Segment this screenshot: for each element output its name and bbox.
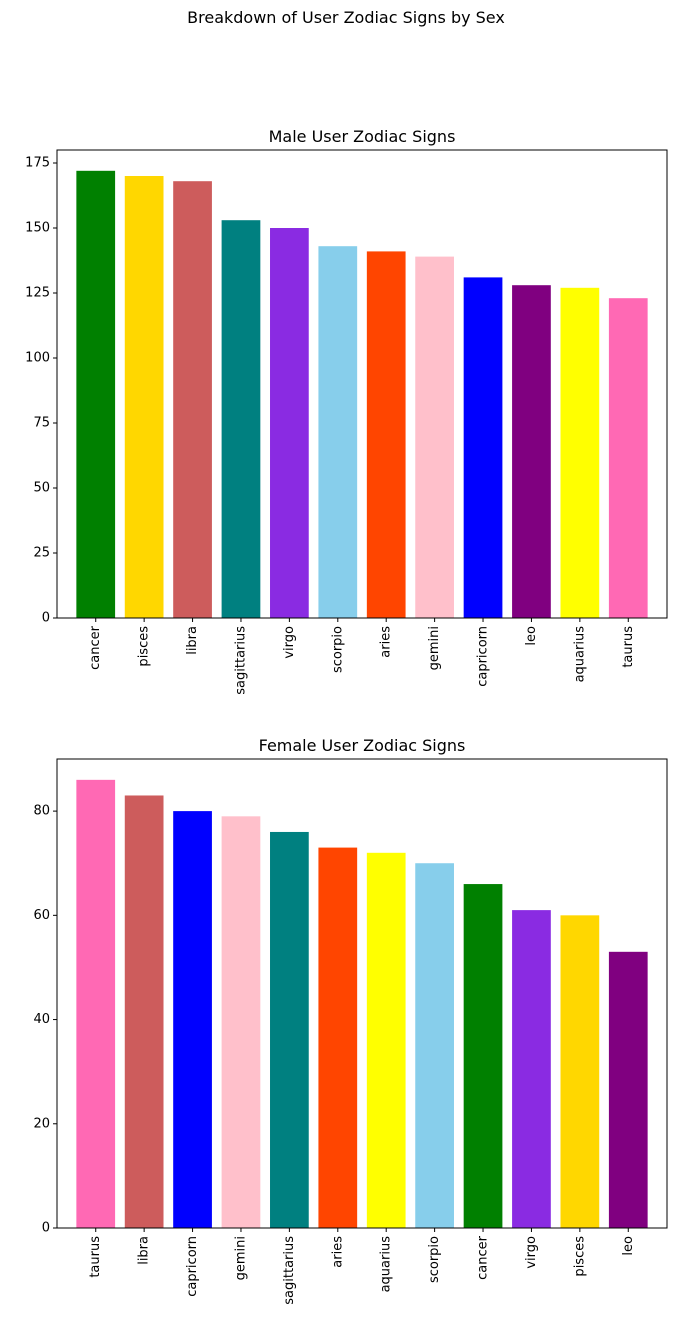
male-x-tick-label: capricorn [476, 626, 491, 687]
female-bar-aries [318, 847, 358, 1228]
male-zodiac-chart: Male User Zodiac Signs cancer pisces libra s… [25, 127, 668, 695]
female-x-tick-label: libra [137, 1236, 152, 1265]
female-y-tick-label: 40 [33, 1012, 50, 1027]
male-y-tick-label: 175 [25, 156, 50, 171]
female-bar-scorpio [415, 863, 454, 1228]
male-x-tick-label: taurus [621, 626, 636, 668]
male-bar-virgo [270, 228, 309, 618]
female-x-tick-label: gemini [233, 1236, 248, 1280]
female-y-tick-label: 80 [33, 804, 50, 819]
male-y-tick-label: 150 [25, 221, 50, 236]
male-x-tick-label: virgo [282, 626, 297, 659]
male-y-tick-label: 75 [33, 416, 50, 431]
male-x-tick-label: libra [185, 626, 200, 655]
male-bar-capricorn [463, 277, 503, 618]
female-bar-sagittarius [270, 831, 309, 1228]
male-y-tick-label: 100 [25, 351, 50, 366]
female-zodiac-chart: Female User Zodiac Signs taurus libra capri… [33, 736, 668, 1305]
male-y-tick-label: 50 [33, 481, 50, 496]
male-axes-frame [56, 149, 668, 619]
male-x-tick-label: sagittarius [233, 626, 248, 695]
male-y-tick-label: 125 [25, 286, 50, 301]
male-bar-gemini [415, 256, 454, 618]
male-x-tick-label: gemini [427, 626, 442, 670]
male-bar-taurus [608, 298, 648, 618]
male-x-tick-label: scorpio [330, 626, 345, 673]
female-x-tick-label: leo [621, 1236, 636, 1256]
female-x-tick-label: taurus [88, 1236, 103, 1278]
male-y-tick-label: 0 [42, 611, 50, 626]
male-x-tick-label: aries [379, 626, 394, 658]
female-bar-libra [124, 795, 164, 1228]
male-x-tick-label: pisces [137, 626, 152, 667]
female-x-tick-label: sagittarius [282, 1236, 297, 1305]
female-x-tick-label: scorpio [427, 1236, 442, 1283]
female-bar-cancer [463, 884, 503, 1228]
female-bar-leo [608, 951, 648, 1228]
female-x-tick-label: pisces [572, 1236, 587, 1277]
female-bar-capricorn [173, 811, 212, 1228]
male-y-tick-label: 25 [33, 546, 50, 561]
female-y-tick-label: 60 [33, 908, 50, 923]
male-bar-pisces [124, 176, 164, 618]
male-bar-libra [173, 181, 212, 618]
female-x-tick-label: capricorn [185, 1236, 200, 1297]
female-x-tick-label: aries [330, 1236, 345, 1268]
female-x-tick-label: virgo [524, 1236, 539, 1269]
male-x-tick-label: cancer [88, 625, 103, 669]
female-bar-gemini [221, 816, 261, 1228]
male-bar-scorpio [318, 246, 358, 618]
female-bar-aquarius [366, 852, 406, 1228]
female-x-tick-label: cancer [476, 1235, 491, 1279]
male-bar-leo [512, 285, 551, 618]
male-bar-aries [366, 251, 406, 618]
male-chart-title: Male User Zodiac Signs [269, 127, 456, 146]
female-axes-frame [56, 758, 668, 1229]
figure-title: Breakdown of User Zodiac Signs by Sex [187, 8, 505, 27]
female-bar-virgo [512, 910, 551, 1228]
female-x-tick-label: aquarius [379, 1236, 394, 1293]
female-bar-pisces [560, 915, 600, 1228]
male-x-tick-label: aquarius [572, 626, 587, 683]
male-x-tick-label: leo [524, 626, 539, 646]
female-y-tick-label: 20 [33, 1116, 50, 1131]
female-y-tick-label: 0 [42, 1221, 50, 1236]
female-bar-taurus [76, 779, 116, 1228]
male-bar-sagittarius [221, 220, 261, 618]
male-bar-aquarius [560, 287, 600, 618]
male-bar-cancer [76, 170, 116, 619]
female-chart-title: Female User Zodiac Signs [259, 736, 466, 755]
